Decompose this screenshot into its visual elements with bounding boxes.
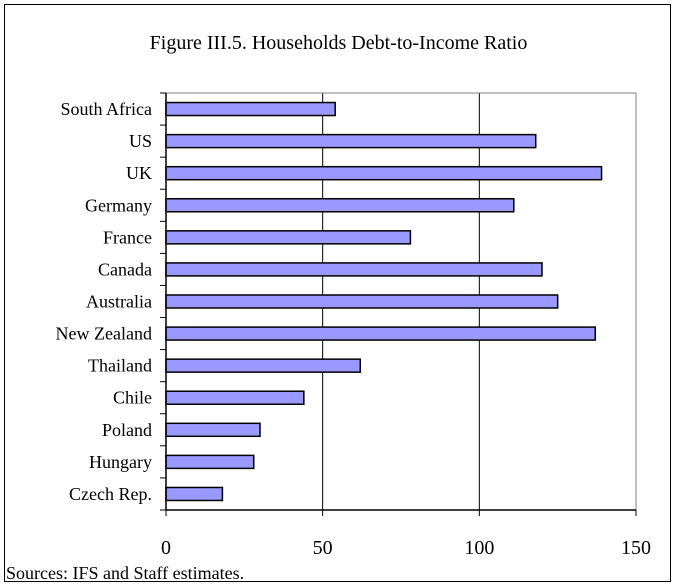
bar [165,230,412,245]
x-tick-label: 150 [621,537,651,559]
category-label: New Zealand [56,324,152,344]
category-label: UK [126,163,152,183]
x-tick-label: 100 [464,537,494,559]
category-label: South Africa [61,99,153,119]
bar [165,294,559,309]
source-note: Sources: IFS and Staff estimates. [6,563,245,583]
category-label: US [129,131,152,151]
category-label: Czech Rep. [69,484,152,504]
x-tick-labels: 0 50 100 150 [161,537,651,559]
category-label: Canada [98,259,152,279]
category-label: Thailand [88,356,152,376]
bar [165,454,255,470]
bar [165,262,543,277]
axes [160,92,637,516]
bar [165,198,515,213]
x-tick-label: 0 [161,537,171,559]
category-label: Australia [86,292,152,312]
x-tick-label: 50 [313,537,333,559]
category-label: Hungary [89,452,152,472]
bar [165,422,261,438]
bar [165,133,537,149]
bars [165,101,603,502]
category-label: France [103,227,152,247]
category-label: Germany [85,195,152,215]
bar [165,358,362,373]
chart-frame [4,4,671,582]
category-labels: South Africa US UK Germany France Canada Austr… [56,99,152,504]
bar [165,486,224,502]
category-label: Chile [113,388,152,408]
bar [165,165,603,181]
bar [165,326,597,341]
bar [165,390,305,405]
bar [165,101,336,117]
chart-title: Figure III.5. Households Debt-to-Income … [149,32,528,54]
category-label: Poland [102,420,152,440]
